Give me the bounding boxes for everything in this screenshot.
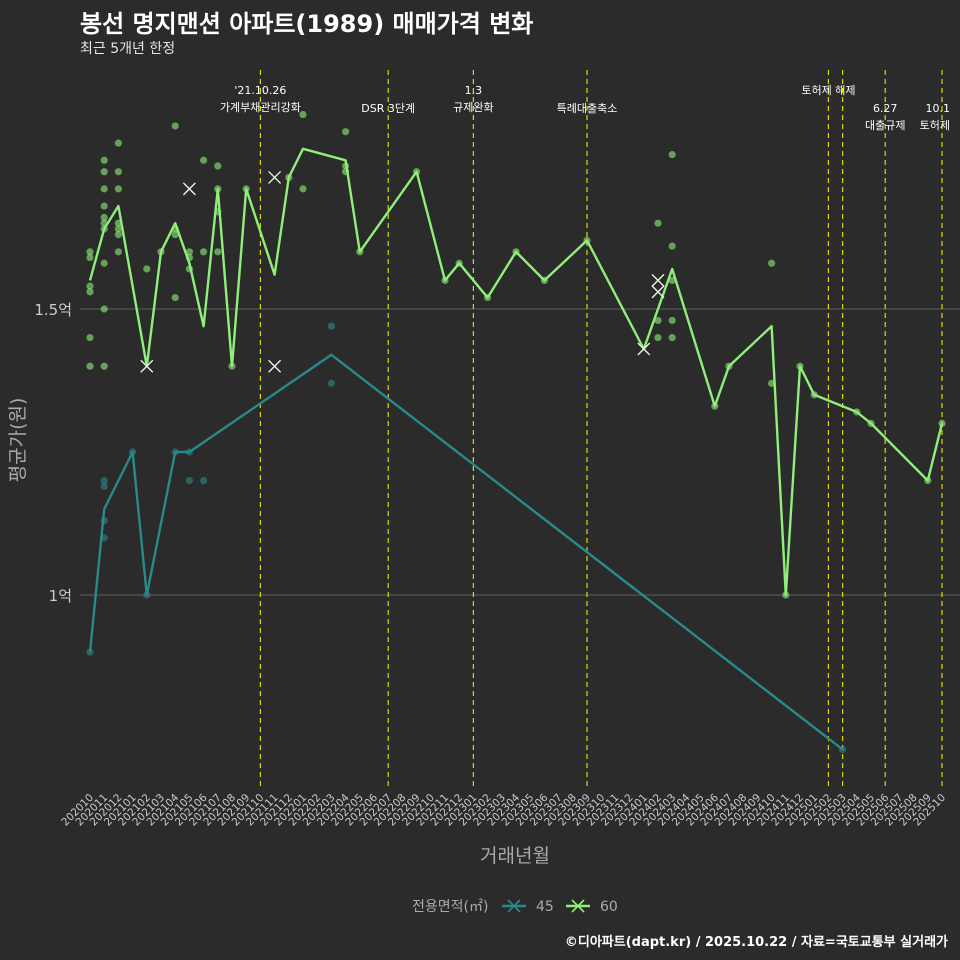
cross-marker-60 — [182, 182, 196, 196]
cross-marker-60 — [268, 359, 282, 373]
data-point-60 — [100, 213, 108, 222]
cross-marker-60 — [651, 273, 665, 287]
data-point-60 — [768, 259, 776, 267]
data-point-60 — [299, 110, 307, 119]
legend-label-60: 60 — [600, 899, 618, 915]
data-point-60 — [114, 248, 122, 256]
cross-marker-60 — [140, 359, 154, 373]
data-point-60 — [654, 334, 662, 342]
event-label: 대출규제 — [865, 119, 905, 132]
data-point-45 — [185, 477, 193, 485]
data-point-60 — [654, 219, 662, 227]
event-label: 1.3 — [465, 84, 483, 97]
data-point-60 — [214, 248, 222, 256]
chart-subtitle: 최근 5개년 한정 — [80, 41, 176, 57]
data-point-60 — [668, 316, 676, 325]
series-layer — [86, 110, 946, 754]
data-point-60 — [214, 162, 222, 170]
data-point-60 — [171, 231, 179, 239]
data-point-60 — [86, 253, 94, 262]
data-point-60 — [114, 139, 122, 147]
data-point-60 — [342, 128, 350, 136]
data-point-60 — [100, 202, 108, 210]
event-label: 10.1 — [926, 102, 951, 115]
data-point-60 — [100, 305, 108, 313]
data-point-60 — [114, 225, 122, 233]
y-tick-label: 1.5억 — [34, 301, 72, 319]
legend-key-cross-45 — [507, 899, 521, 913]
legend: 전용면적(㎡) 45 60 — [412, 899, 618, 915]
y-tick-label: 1억 — [49, 587, 72, 605]
data-point-45 — [100, 482, 108, 490]
data-point-60 — [299, 185, 307, 193]
legend-label-45: 45 — [536, 899, 554, 915]
data-point-45 — [200, 477, 208, 485]
data-point-60 — [86, 334, 94, 342]
data-point-60 — [100, 259, 108, 267]
data-point-60 — [200, 156, 208, 164]
event-label: 토허제 해제 — [801, 83, 855, 97]
x-axis-title: 거래년월 — [480, 845, 550, 867]
data-point-60 — [171, 122, 179, 130]
data-point-60 — [668, 334, 676, 342]
data-point-60 — [100, 185, 108, 193]
source-caption: ©디아파트(dapt.kr) / 2025.10.22 / 자료=국토교통부 실… — [564, 935, 948, 950]
event-label: 6.27 — [873, 102, 898, 115]
legend-title: 전용면적(㎡) — [412, 899, 488, 915]
data-point-60 — [668, 242, 676, 250]
data-point-60 — [86, 282, 94, 290]
event-label: 토허제 — [920, 119, 950, 132]
data-point-45 — [86, 648, 94, 656]
data-point-45 — [100, 477, 108, 485]
series-line-45 — [88, 353, 844, 751]
event-label: 특례대출축소 — [557, 102, 618, 115]
legend-key-cross-60 — [571, 899, 585, 913]
data-point-45 — [327, 322, 335, 330]
data-point-60 — [100, 362, 108, 370]
data-point-60 — [100, 156, 108, 164]
data-point-60 — [86, 288, 94, 296]
data-point-60 — [171, 293, 179, 302]
axis-layer: 1억1.5억2020102020112020122021012021022021… — [34, 301, 948, 828]
data-point-45 — [327, 379, 335, 387]
data-point-60 — [100, 168, 108, 176]
data-point-60 — [114, 185, 122, 193]
event-label: 가계부채관리강화 — [220, 101, 301, 114]
chart-title: 봉선 명지맨션 아파트(1989) 매매가격 변화 — [80, 10, 534, 38]
data-point-60 — [143, 265, 151, 273]
data-point-60 — [668, 150, 676, 159]
data-point-60 — [86, 362, 94, 370]
data-point-60 — [654, 316, 662, 325]
data-point-60 — [114, 231, 122, 239]
cross-marker-60 — [651, 285, 665, 299]
event-label: '21.10.26 — [234, 84, 286, 97]
data-point-60 — [114, 168, 122, 176]
cross-marker-60 — [637, 342, 651, 356]
event-label: 규제완화 — [453, 101, 493, 114]
cross-marker-60 — [268, 170, 282, 184]
data-point-60 — [200, 248, 208, 256]
data-point-60 — [185, 248, 193, 256]
data-point-60 — [86, 248, 94, 256]
series-line-60 — [88, 147, 944, 597]
y-axis-title: 평균가(원) — [7, 398, 29, 483]
event-label: DSR 3단계 — [361, 102, 415, 115]
